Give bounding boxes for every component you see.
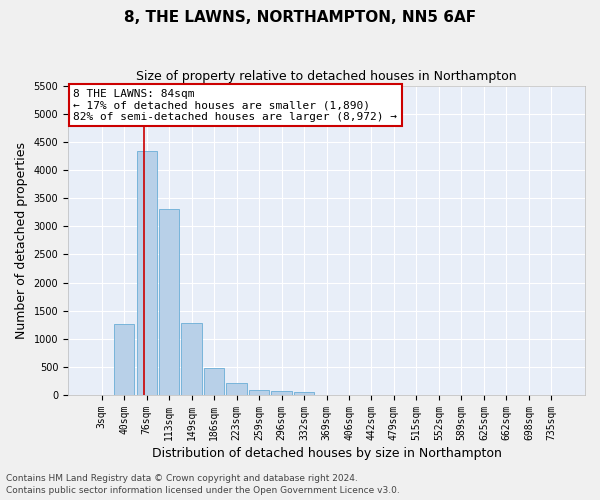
Bar [204,368,224,395]
Bar [294,392,314,395]
Text: 8, THE LAWNS, NORTHAMPTON, NN5 6AF: 8, THE LAWNS, NORTHAMPTON, NN5 6AF [124,10,476,25]
Text: Contains HM Land Registry data © Crown copyright and database right 2024.
Contai: Contains HM Land Registry data © Crown c… [6,474,400,495]
Text: 8 THE LAWNS: 84sqm
← 17% of detached houses are smaller (1,890)
82% of semi-deta: 8 THE LAWNS: 84sqm ← 17% of detached hou… [73,88,397,122]
Bar [271,390,292,395]
Bar [137,152,157,395]
Bar [114,324,134,395]
Y-axis label: Number of detached properties: Number of detached properties [15,142,28,339]
X-axis label: Distribution of detached houses by size in Northampton: Distribution of detached houses by size … [152,447,502,460]
Title: Size of property relative to detached houses in Northampton: Size of property relative to detached ho… [136,70,517,83]
Bar [159,210,179,395]
Bar [181,323,202,395]
Bar [226,382,247,395]
Bar [249,390,269,395]
